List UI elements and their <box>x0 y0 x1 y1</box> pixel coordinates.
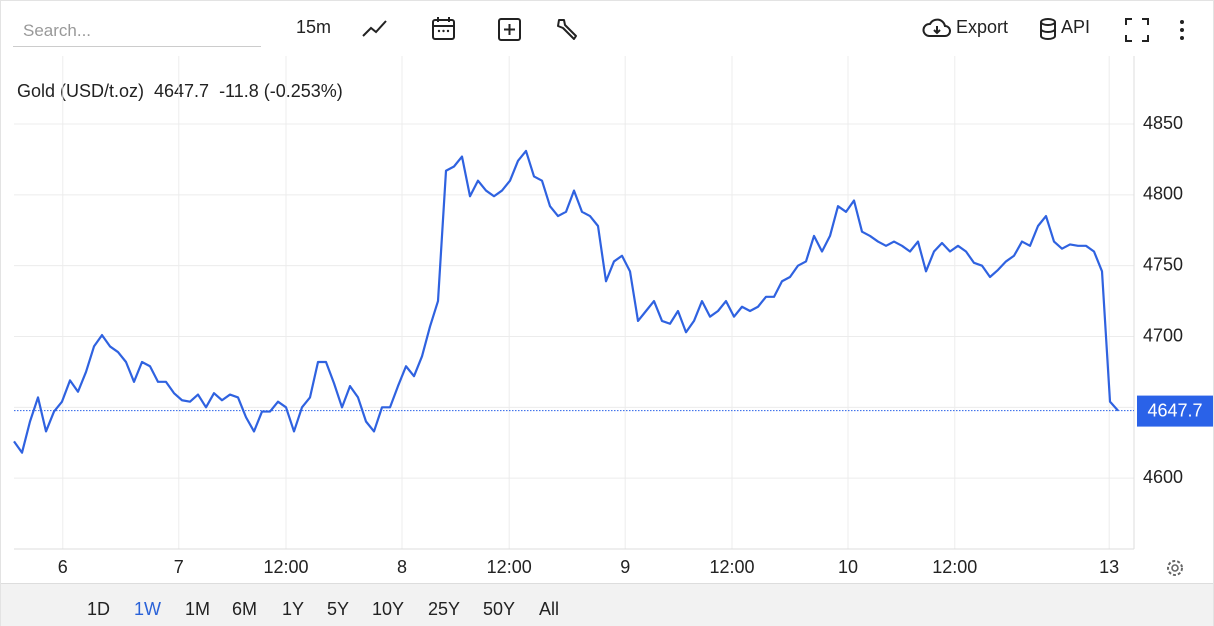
range-button[interactable]: 25Y <box>428 599 461 619</box>
range-button[interactable]: 5Y <box>327 599 350 619</box>
more-menu-icon[interactable] <box>1173 16 1191 44</box>
last-value-header: 4647.7 <box>154 81 209 101</box>
x-tick-label: 7 <box>174 557 184 577</box>
x-tick-label: 8 <box>397 557 407 577</box>
search-input[interactable]: Search... <box>13 15 261 47</box>
add-indicator-icon[interactable] <box>497 16 523 42</box>
fullscreen-icon[interactable] <box>1123 16 1151 44</box>
range-button[interactable]: 1D <box>87 599 111 619</box>
chart: Gold (USD/t.oz) 4647.7 -11.8 (-0.253%) 4… <box>13 56 1213 577</box>
x-tick-label: 12:00 <box>263 557 308 577</box>
y-tick-label: 4750 <box>1143 254 1183 274</box>
x-tick-label: 12:00 <box>932 557 977 577</box>
x-tick-label: 10 <box>838 557 858 577</box>
price-line <box>13 149 1119 454</box>
toolbar: Search... 15m Export API <box>1 1 1213 56</box>
export-button[interactable]: Export <box>956 17 1009 37</box>
api-button[interactable]: API <box>1061 17 1091 37</box>
y-tick-label: 4850 <box>1143 113 1183 133</box>
last-price-box <box>1137 395 1213 427</box>
calendar-icon[interactable] <box>431 16 457 42</box>
x-tick-label: 12:00 <box>487 557 532 577</box>
settings-wrench-icon[interactable] <box>555 16 581 42</box>
last-price-label: 4647.7 <box>1147 400 1202 420</box>
y-tick-label: 4700 <box>1143 325 1183 345</box>
x-tick-label: 9 <box>620 557 630 577</box>
line-type-icon[interactable] <box>361 16 389 42</box>
range-button[interactable]: 1Y <box>282 599 305 619</box>
x-tick-label: 12:00 <box>709 557 754 577</box>
range-button[interactable]: 10Y <box>372 599 405 619</box>
range-bar: 1D 1W 1M 6M 1Y 5Y 10Y 25Y 50Y All <box>1 583 1213 626</box>
range-button[interactable]: 50Y <box>483 599 516 619</box>
api-icon[interactable] <box>1038 17 1058 41</box>
x-tick-label: 6 <box>58 557 68 577</box>
export-icon[interactable] <box>922 17 952 41</box>
x-tick-label: 13 <box>1099 557 1119 577</box>
range-button[interactable]: 6M <box>232 599 258 619</box>
interval-button[interactable]: 15m <box>296 17 332 37</box>
change-label: -11.8 (-0.253%) <box>219 81 343 101</box>
series-name: Gold (USD/t.oz) <box>17 81 144 101</box>
range-button[interactable]: 1W <box>122 599 173 626</box>
range-button[interactable]: All <box>539 599 560 619</box>
y-tick-label: 4600 <box>1143 467 1183 487</box>
range-button[interactable]: 1M <box>185 599 211 619</box>
chart-settings-icon[interactable] <box>1167 560 1183 576</box>
y-tick-label: 4800 <box>1143 184 1183 204</box>
